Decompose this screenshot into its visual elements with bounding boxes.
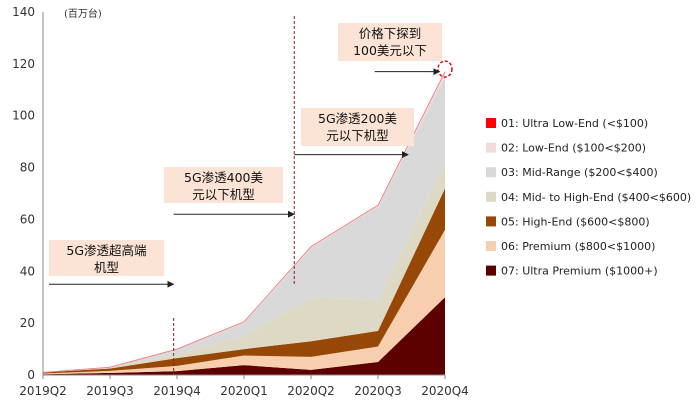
y-tick-label: 60 [20, 212, 35, 226]
annotation-text: 元以下机型 [326, 128, 389, 143]
y-tick-label: 100 [12, 109, 35, 123]
annotation-text: 元以下机型 [192, 187, 255, 202]
legend-swatch [486, 265, 496, 276]
y-tick-label: 120 [12, 57, 35, 71]
annotation-text: 5G渗透超高端 [66, 243, 146, 258]
area-series-5 [43, 76, 445, 373]
legend-label: 04: Mid- to High-End ($400<$600) [501, 191, 691, 204]
total-outline [42, 71, 446, 373]
annotation-box [164, 167, 283, 203]
y-unit-label: (百万台) [64, 7, 102, 20]
annotation-text: 价格下探到 [359, 26, 422, 41]
x-tick-label: 2020Q1 [220, 384, 268, 398]
legend-label: 05: High-End ($600<$800) [501, 215, 650, 228]
x-tick-label: 2020Q2 [287, 384, 335, 398]
y-tick-label: 80 [20, 161, 35, 175]
annotation-box [49, 240, 164, 276]
legend-swatch [486, 118, 496, 128]
x-tick-label: 2019Q4 [153, 384, 201, 398]
legend-label: 06: Premium ($800<$1000) [501, 240, 655, 253]
legend-label: 01: Ultra Low-End (<$100) [501, 117, 648, 130]
y-tick-label: 0 [27, 368, 35, 382]
legend-label: 02: Low-End ($100<$200) [501, 142, 646, 155]
legend-label: 03: Mid-Range ($200<$400) [501, 166, 658, 179]
annotation-text: 100美元以下 [353, 43, 427, 58]
highlight-circle [437, 60, 453, 78]
legend-swatch [486, 191, 496, 202]
x-tick-label: 2020Q3 [354, 384, 402, 398]
annotation-box [301, 108, 414, 146]
legend-swatch [486, 142, 496, 153]
y-tick-label: 40 [20, 264, 35, 278]
legend-swatch [486, 216, 496, 227]
annotation-text: 5G渗透200美 [318, 111, 397, 126]
x-tick-label: 2019Q2 [19, 384, 67, 398]
annotation-text: 5G渗透400美 [184, 170, 263, 185]
annotation-text: 机型 [94, 260, 119, 275]
y-tick-label: 20 [20, 316, 35, 330]
area-series-4 [43, 162, 445, 373]
annotation-box [338, 23, 442, 61]
area-series-1 [43, 297, 445, 375]
x-tick-label: 2020Q4 [421, 384, 469, 398]
legend-swatch [486, 241, 496, 251]
y-tick-label: 140 [12, 5, 35, 19]
legend-swatch [486, 167, 496, 178]
x-tick-label: 2019Q3 [86, 384, 134, 398]
legend-label: 07: Ultra Premium ($1000+) [501, 265, 658, 278]
